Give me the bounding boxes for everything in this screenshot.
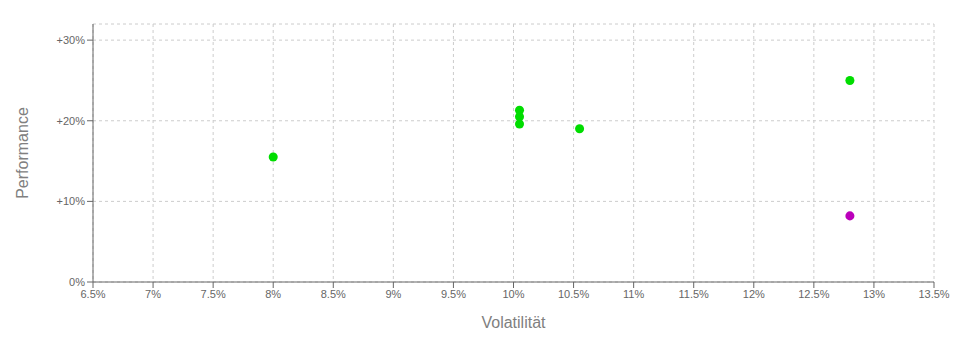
svg-text:9%: 9% <box>385 288 401 300</box>
svg-text:0%: 0% <box>69 276 85 288</box>
svg-text:13%: 13% <box>863 288 885 300</box>
svg-text:11.5%: 11.5% <box>679 288 710 300</box>
svg-text:6.5%: 6.5% <box>80 288 105 300</box>
svg-text:10%: 10% <box>502 288 524 300</box>
svg-text:8%: 8% <box>265 288 281 300</box>
svg-text:+30%: +30% <box>57 34 86 46</box>
svg-text:11%: 11% <box>623 288 644 300</box>
svg-text:+10%: +10% <box>57 195 86 207</box>
svg-text:8.5%: 8.5% <box>321 288 346 300</box>
svg-text:+20%: +20% <box>57 115 86 127</box>
svg-text:Performance: Performance <box>14 107 31 199</box>
svg-text:7%: 7% <box>145 288 161 300</box>
svg-text:12%: 12% <box>743 288 765 300</box>
svg-text:12.5%: 12.5% <box>798 288 829 300</box>
svg-text:10.5%: 10.5% <box>558 288 589 300</box>
svg-text:13.5%: 13.5% <box>918 288 949 300</box>
svg-text:Volatilität: Volatilität <box>481 314 546 331</box>
svg-text:9.5%: 9.5% <box>441 288 466 300</box>
svg-text:7.5%: 7.5% <box>201 288 226 300</box>
